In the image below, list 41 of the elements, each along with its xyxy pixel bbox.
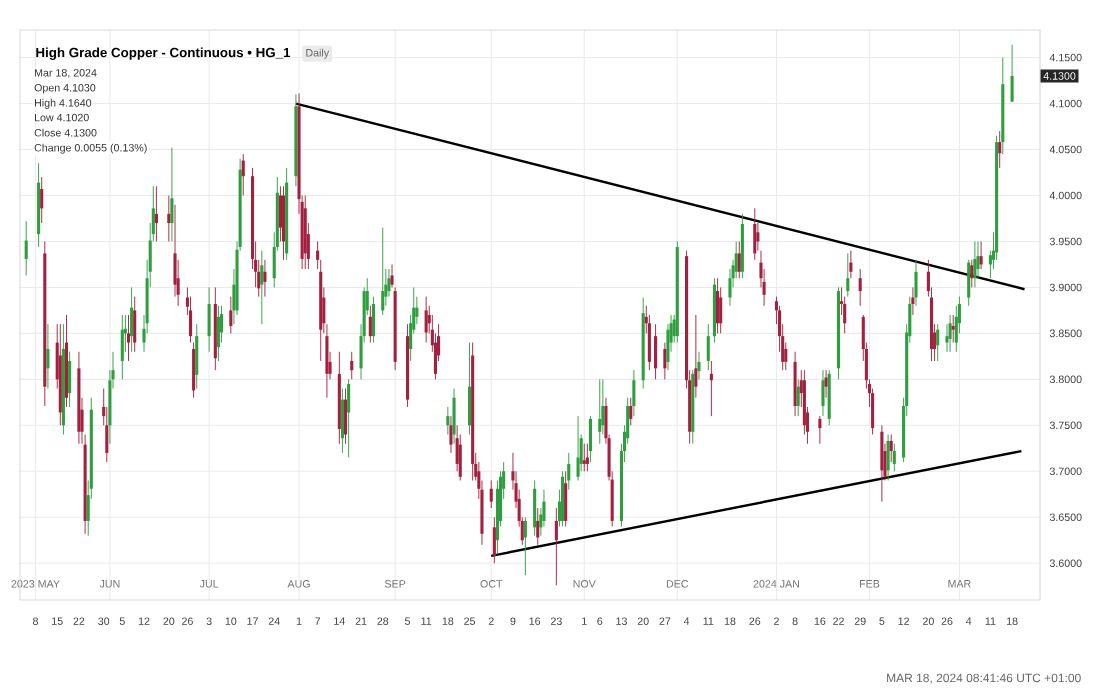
candlestick bbox=[554, 507, 558, 586]
candlestick bbox=[387, 268, 391, 298]
candlestick bbox=[632, 369, 636, 417]
candlestick bbox=[415, 296, 419, 325]
candlestick bbox=[666, 323, 670, 371]
candlestick bbox=[858, 268, 862, 307]
candlestick bbox=[492, 516, 496, 564]
candlestick bbox=[449, 415, 453, 454]
candlestick bbox=[706, 323, 710, 371]
candlestick bbox=[821, 369, 825, 417]
candlestick bbox=[914, 259, 918, 307]
candlestick bbox=[46, 323, 50, 390]
candlestick bbox=[133, 296, 137, 353]
candlestick bbox=[207, 286, 211, 353]
candlestick bbox=[945, 323, 949, 353]
candlestick bbox=[976, 240, 980, 279]
candlestick bbox=[793, 351, 797, 417]
candlestick bbox=[390, 263, 394, 288]
candlestick bbox=[576, 415, 580, 481]
candlestick bbox=[281, 185, 286, 261]
candlestick bbox=[24, 220, 28, 276]
candlestick bbox=[697, 351, 701, 380]
candlestick bbox=[173, 204, 177, 298]
candlestick bbox=[849, 250, 853, 279]
candlestick bbox=[784, 342, 788, 371]
candlestick bbox=[886, 434, 890, 481]
candlestick bbox=[40, 176, 44, 224]
candlestick bbox=[588, 415, 593, 463]
candlestick bbox=[195, 323, 199, 390]
candlestick bbox=[120, 314, 124, 380]
candlestick bbox=[728, 268, 732, 307]
candlestick bbox=[452, 388, 456, 445]
candlestick bbox=[824, 369, 828, 399]
candlestick bbox=[263, 259, 267, 298]
candlestick bbox=[350, 351, 354, 380]
candlestick bbox=[316, 240, 320, 270]
candlestick bbox=[719, 286, 723, 334]
candlestick bbox=[1010, 44, 1014, 103]
candlestick bbox=[654, 323, 658, 380]
candlestick bbox=[489, 480, 493, 509]
candlestick bbox=[424, 296, 428, 344]
